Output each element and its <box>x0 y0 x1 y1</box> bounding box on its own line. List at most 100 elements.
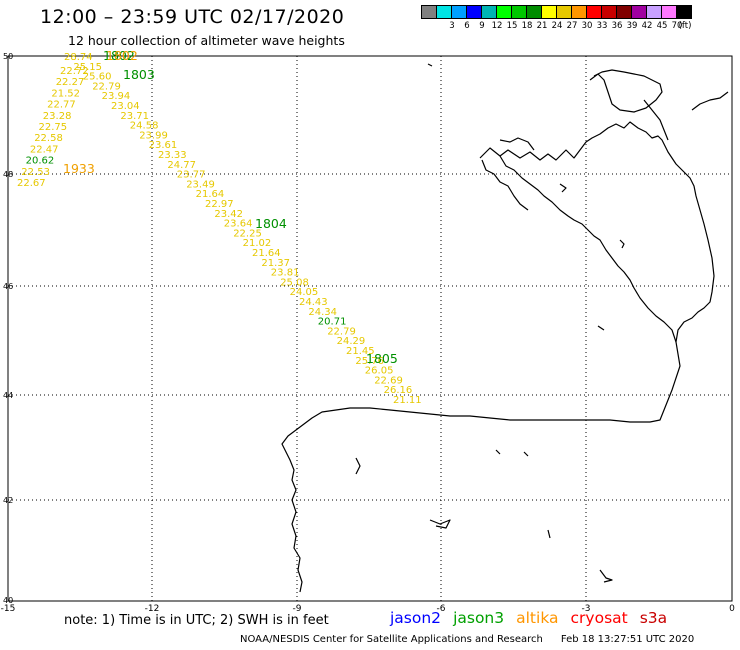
legend-label: 3 <box>449 21 455 31</box>
track-value-label: 23.42 <box>214 209 243 220</box>
track-value-label: 24.29 <box>337 336 366 347</box>
graticule <box>8 56 732 601</box>
page-subtitle: 12 hour collection of altimeter wave hei… <box>68 33 345 48</box>
track-value-label: 23.81 <box>271 268 300 279</box>
track-value-label: 22.79 <box>92 81 121 92</box>
track-value-label: 25.76 <box>355 356 384 367</box>
track-value-label: 28.74 <box>64 52 93 63</box>
coast-brittany-north <box>499 155 677 343</box>
legend-label: 42 <box>641 21 653 31</box>
legend-label: 39 <box>626 21 638 31</box>
track-value-label: 22.69 <box>374 375 403 386</box>
legend-label: 70 <box>671 21 683 31</box>
pass-time-label: 1933 <box>63 161 95 176</box>
track-value-label: 23.49 <box>186 179 215 190</box>
track-value-label: 20.71 <box>318 317 347 328</box>
pass-time-label: 1802 <box>103 48 135 63</box>
track-value-label: 22.47 <box>30 144 59 155</box>
legend-label: 15 <box>506 21 518 31</box>
track-value-label: 25.60 <box>83 72 112 83</box>
coastline <box>281 63 729 593</box>
coast-normandy <box>643 91 729 141</box>
lat-tick-label: 46 <box>3 282 13 291</box>
coast-cotentin <box>589 69 663 113</box>
track-value-label: 26.16 <box>384 385 413 396</box>
track-value-label: 22.53 <box>21 167 50 178</box>
track-value-label: 22.58 <box>34 133 63 144</box>
legend-label: 27 <box>566 21 578 31</box>
legend-label: 9 <box>479 21 485 31</box>
track-value-label: 23.64 <box>224 219 253 230</box>
track-value-label: 22.67 <box>17 178 46 189</box>
legend-label: 30 <box>581 21 593 31</box>
track-value-label: 24.77 <box>167 160 196 171</box>
map-frame <box>7 55 733 602</box>
lat-tick-label: 42 <box>3 496 13 505</box>
track-value-label: 23.99 <box>139 130 168 141</box>
track-value-label: 22.77 <box>47 100 76 111</box>
track-value-label: 21.52 <box>51 88 80 99</box>
track-value-label: 23.28 <box>43 111 72 122</box>
legend-label: 18 <box>521 21 533 31</box>
legend-label: 24 <box>551 21 563 31</box>
legend-label: 45 <box>656 21 668 31</box>
track-value-label: 23.94 <box>102 91 131 102</box>
track-value-label: 22.27 <box>56 77 85 88</box>
color-legend: 3 6 9 12 15 18 21 24 27 30 33 36 39 42 45 70 (ft) <box>421 5 728 33</box>
page-title: 12:00 – 23:59 UTC 02/17/2020 <box>40 6 345 28</box>
lat-tick-label: 50 <box>3 52 13 61</box>
track-value-label: 24.34 <box>308 307 337 318</box>
track-value-label: 23.77 <box>177 170 206 181</box>
satellite-name: jason2 <box>390 609 442 627</box>
track-value-label: 24.58 <box>130 121 159 132</box>
lon-tick-label: 0 <box>729 604 735 614</box>
coast-islands <box>355 63 625 583</box>
track-value-label: 22.72 <box>60 66 89 77</box>
track-value-label: 21.45 <box>346 346 375 357</box>
track-value-label: 24.05 <box>290 287 319 298</box>
track-value-label: 20.62 <box>26 156 55 167</box>
lon-tick-label: -12 <box>145 604 160 614</box>
track-value-label: 23.61 <box>149 140 178 151</box>
track-value-label: 24.43 <box>299 297 328 308</box>
legend-label: 12 <box>491 21 503 31</box>
track-value-label: 22.97 <box>205 199 234 210</box>
pass-time-label: 1805 <box>366 351 398 366</box>
track-value-label: 21.02 <box>243 238 272 249</box>
legend-swatches <box>421 5 728 19</box>
track-value-label: 21.64 <box>252 248 281 259</box>
track-value-label: 25.08 <box>280 277 309 288</box>
track-value-label: 22.75 <box>39 122 68 133</box>
track-value-label: 22.79 <box>327 326 356 337</box>
satellite-legend: jason2 jason3 altika cryosat s3a <box>390 609 679 627</box>
lat-tick-label: 44 <box>3 391 13 400</box>
generated-timestamp: Feb 18 13:27:51 UTC 2020 <box>560 634 695 645</box>
legend-label: 36 <box>611 21 623 31</box>
legend-unit: (ft) <box>678 21 692 31</box>
pass-time-label: 1804 <box>255 216 287 231</box>
lon-tick-label: -6 <box>437 604 446 614</box>
legend-label: 6 <box>464 21 470 31</box>
track-value-label: 21.11 <box>393 395 422 406</box>
legend-labels: 3 6 9 12 15 18 21 24 27 30 33 36 39 42 45 70 (ft) <box>422 19 728 33</box>
track-value-label: 21.37 <box>261 258 290 269</box>
satellite-name: s3a <box>639 609 668 627</box>
credit-text: NOAA/NESDIS Center for Satellite Applica… <box>240 634 543 645</box>
legend-label: 21 <box>536 21 548 31</box>
lat-tick-label: 48 <box>3 170 13 179</box>
track-value-label: 23.04 <box>111 101 140 112</box>
axis-ticks: -15 -12 -9 -6 -3 0 50 48 46 44 42 40 <box>1 52 735 614</box>
legend-label: 33 <box>596 21 608 31</box>
pass-time-label: 1802 <box>106 48 138 63</box>
satellite-name: altika <box>516 609 559 627</box>
pass-time-label: 1803 <box>123 67 155 82</box>
satellite-name: jason3 <box>453 609 505 627</box>
track-value-label: 25.15 <box>73 62 102 73</box>
track-value-label: 26.05 <box>365 366 394 377</box>
lat-tick-label: 40 <box>3 596 13 605</box>
legend-swatch <box>676 5 692 19</box>
lon-tick-label: -15 <box>1 604 16 614</box>
altimeter-track: 28.7425.1525.6022.7923.9423.0423.7124.58… <box>17 48 422 406</box>
track-value-label: 23.33 <box>158 150 187 161</box>
